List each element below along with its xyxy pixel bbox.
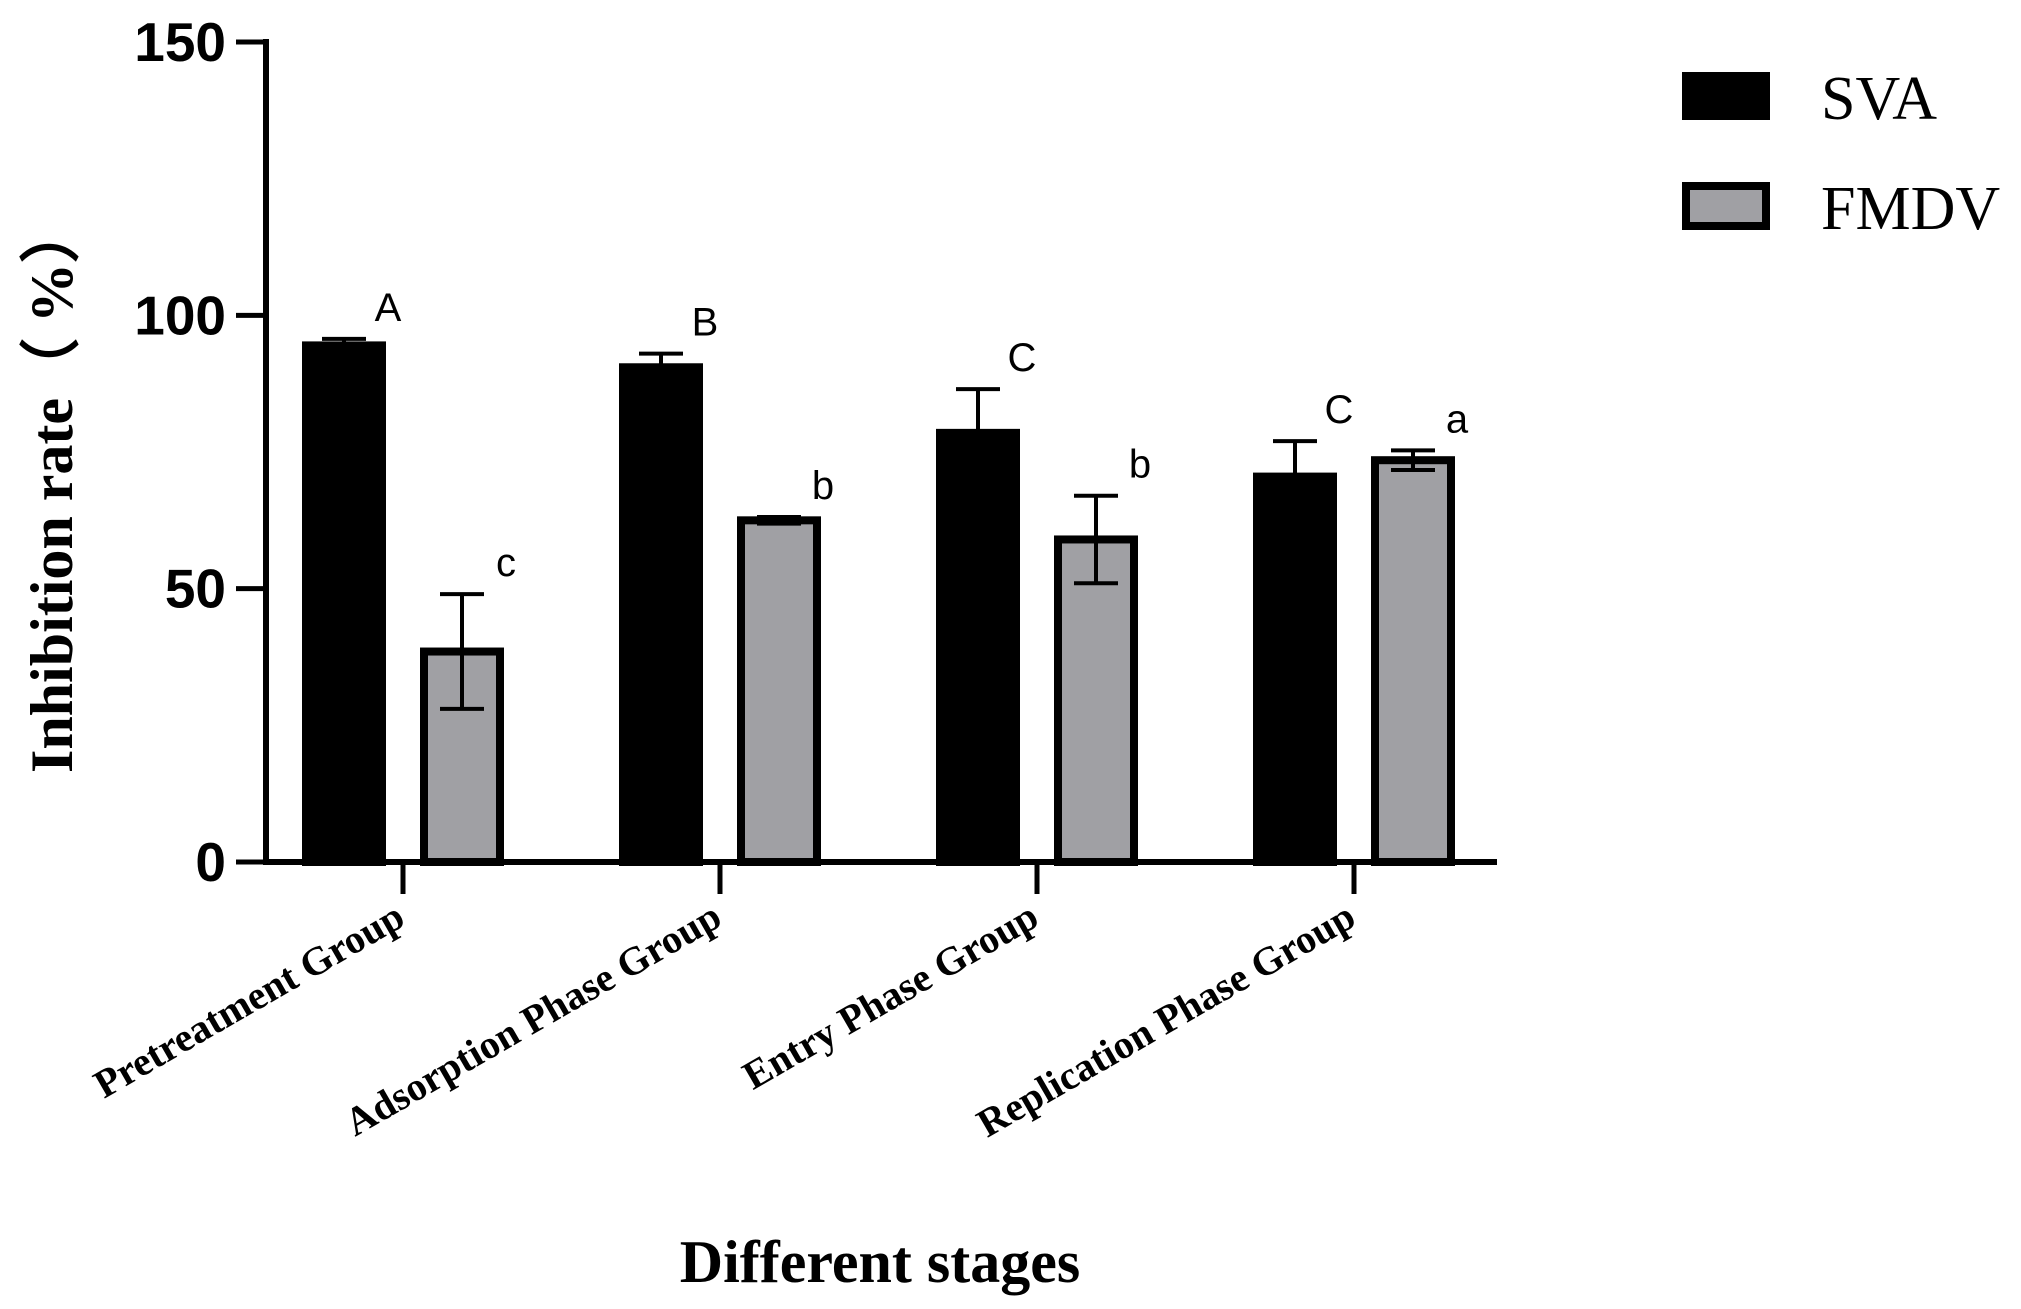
error-bars xyxy=(322,336,1435,711)
significance-label: A xyxy=(375,286,402,330)
legend-swatch-sva xyxy=(1682,72,1770,120)
significance-label: b xyxy=(1129,443,1151,487)
bar-fmdv-3 xyxy=(1054,535,1138,866)
significance-label: c xyxy=(496,541,516,585)
significance-labels: Ac Bb Cb C a xyxy=(375,286,1469,585)
plot-area: Ac Bb Cb C a 0 50 100 150 Pretreatment GroupAds… xyxy=(86,11,1497,1146)
legend-swatch-fmdv xyxy=(1682,182,1770,230)
bar-fmdv-2 xyxy=(737,516,821,866)
y-tick-label: 0 xyxy=(195,831,226,893)
significance-label: C xyxy=(1325,388,1354,432)
bar-sva-1 xyxy=(302,341,386,866)
significance-label: a xyxy=(1446,397,1469,441)
legend: SVA FMDV xyxy=(1682,65,2000,243)
y-tick-label: 100 xyxy=(134,284,226,346)
y-tick-label: 150 xyxy=(134,11,226,73)
x-tick-label: Pretreatment Group xyxy=(86,893,412,1107)
x-axis-title: Different stages xyxy=(680,1229,1080,1295)
significance-label: C xyxy=(1008,336,1037,380)
bar-sva-3 xyxy=(936,428,1020,866)
legend-label: FMDV xyxy=(1821,175,2000,243)
y-tick-label: 50 xyxy=(165,558,226,620)
y-axis: 0 50 100 150 xyxy=(134,11,269,893)
significance-label: b xyxy=(812,464,834,508)
bar-fmdv-4 xyxy=(1371,456,1455,866)
bar-sva-4 xyxy=(1253,472,1337,866)
significance-label: B xyxy=(692,301,719,345)
y-axis-title: Inhibition rate（ %） xyxy=(18,203,85,773)
bar-sva-2 xyxy=(619,363,703,866)
legend-label: SVA xyxy=(1821,65,1937,133)
x-tick-label: Entry Phase Group xyxy=(735,893,1046,1098)
bars xyxy=(302,341,1455,866)
